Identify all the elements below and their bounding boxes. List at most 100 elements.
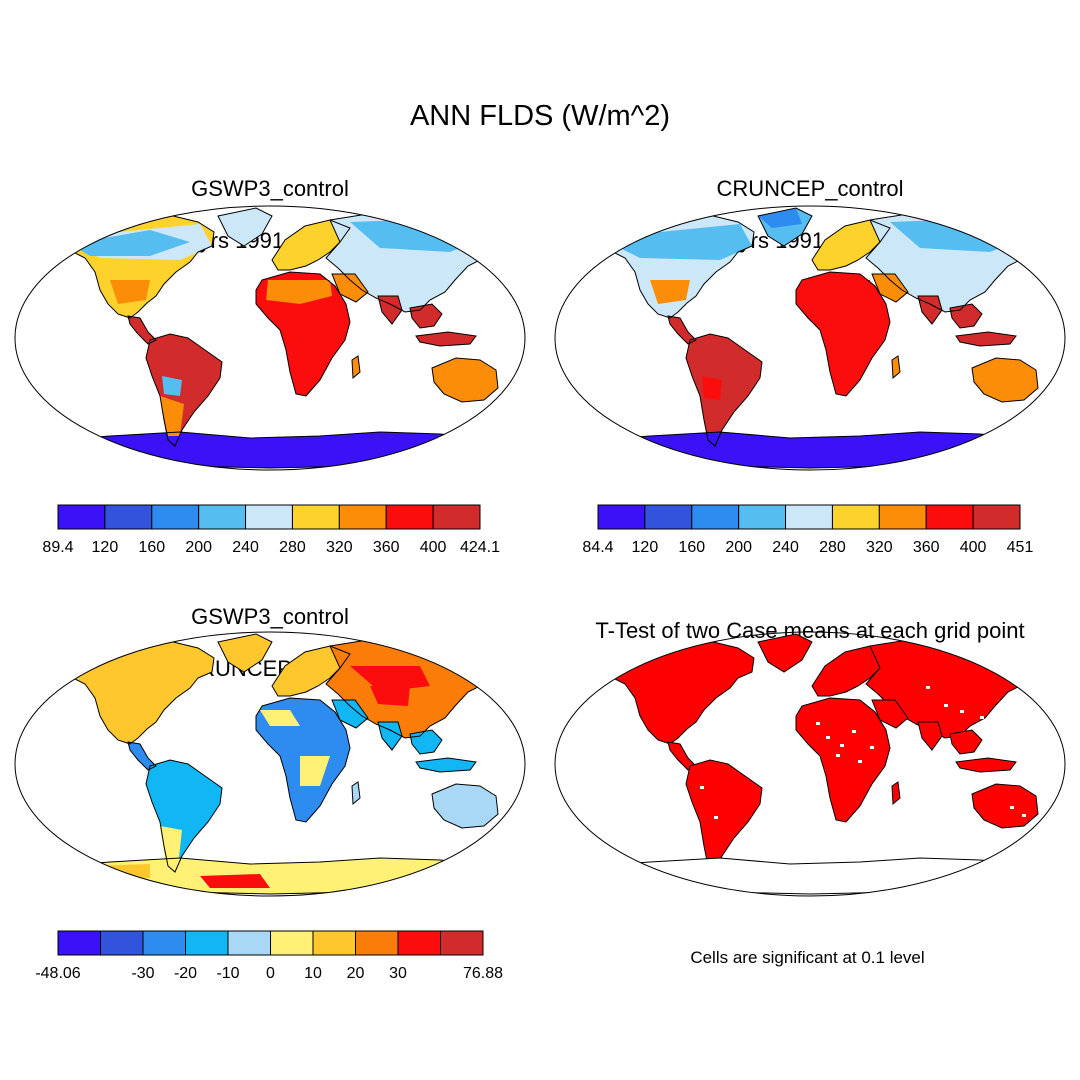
- coastline-africa: [255, 697, 351, 823]
- colorbar-swatch: [785, 504, 833, 530]
- colorbar-swatch: [925, 504, 974, 530]
- map-border: [14, 631, 526, 897]
- map-border: [554, 205, 1066, 471]
- coastline-seAsia: [409, 729, 443, 755]
- region-europe: [272, 646, 350, 696]
- region-newZealand: [504, 826, 514, 840]
- colorbar-label: 30: [389, 965, 407, 982]
- colorbar-diff: -48.06 -30 -20 -10 0 10 20 30 76.88: [35, 930, 503, 982]
- coastline-arabia: [331, 273, 369, 303]
- colorbar-swatch: [972, 504, 1021, 530]
- region-australia: [971, 783, 1039, 829]
- nonsig-cell: [944, 704, 948, 707]
- coastline-southAmerica: [145, 333, 223, 447]
- field-patch: [702, 376, 722, 400]
- colorbar-label: 424.1: [460, 539, 500, 556]
- colorbar-label: 400: [960, 539, 987, 556]
- region-europe: [812, 220, 890, 270]
- nonsig-cell: [790, 734, 794, 737]
- colorbar-swatch: [245, 504, 293, 530]
- nonsig-cell: [714, 816, 718, 819]
- region-antarctica: [596, 857, 1041, 895]
- colorbar-label: 320: [326, 539, 353, 556]
- colorbar-swatch: [57, 930, 101, 956]
- colorbar-label: 451: [1007, 539, 1034, 556]
- colorbar-swatch: [644, 504, 693, 530]
- colorbar-label: 160: [138, 539, 165, 556]
- region-africa: [256, 272, 350, 396]
- region-greenland: [218, 208, 272, 246]
- field-patch: [70, 230, 190, 256]
- panel-title-diff-line1: GSWP3_control: [191, 604, 349, 629]
- colorbar-label: 400: [420, 539, 447, 556]
- nonsig-cell: [870, 746, 874, 749]
- colorbar-label: -48.06: [35, 965, 80, 982]
- coastline-africa: [255, 271, 351, 397]
- colorbar-swatch: [227, 930, 271, 956]
- field-patch: [600, 224, 752, 260]
- coastline-centralAmerica: [127, 741, 157, 771]
- colorbar-label: -10: [216, 965, 239, 982]
- coastline-australia: [971, 357, 1039, 403]
- region-arabia: [872, 274, 908, 302]
- significance-note: Cells are significant at 0.1 level: [690, 948, 925, 967]
- colorbar-swatch: [312, 930, 356, 956]
- colorbar-label: 280: [279, 539, 306, 556]
- panel-title-gswp3-line1: GSWP3_control: [191, 176, 349, 201]
- field-patch: [370, 686, 410, 706]
- region-africa: [795, 697, 891, 823]
- colorbar-label: 84.4: [582, 539, 613, 556]
- map-cruncep: [554, 205, 1066, 471]
- field-patch: [350, 666, 430, 692]
- region-southAmerica: [685, 759, 763, 873]
- nonsig-cell: [960, 710, 964, 713]
- colorbar-label: 10: [304, 965, 322, 982]
- coastline-indonesia: [955, 331, 1017, 347]
- colorbar-swatch: [198, 504, 247, 530]
- colorbar-swatch: [397, 930, 441, 956]
- nonsig-cell: [700, 786, 704, 789]
- colorbar-gswp3: 89.4 120 160 200 240 280 320 360 400 424.1: [42, 504, 500, 556]
- region-arabia: [332, 700, 368, 728]
- region-europe: [272, 220, 350, 270]
- coastline-centralAmerica: [127, 315, 157, 345]
- region-indonesia: [956, 332, 1016, 346]
- field-patch: [160, 396, 184, 436]
- colorbar-label: 240: [772, 539, 799, 556]
- nonsig-cell: [852, 730, 856, 733]
- coastline-australia: [431, 357, 499, 403]
- field-patch: [300, 756, 330, 786]
- region-indonesia: [955, 757, 1017, 773]
- region-centralAmerica: [668, 316, 696, 344]
- coastline-madagascar: [351, 781, 361, 806]
- colorbar-swatch: [142, 930, 186, 956]
- region-india: [378, 296, 402, 324]
- region-newZealand: [1044, 400, 1054, 414]
- region-australia: [972, 358, 1038, 402]
- nonsig-cell: [1022, 814, 1026, 817]
- colorbar-label: 0: [266, 965, 275, 982]
- field-patch: [260, 710, 300, 726]
- region-madagascar: [891, 781, 901, 806]
- colorbar-swatch: [440, 930, 484, 956]
- colorbar-label: 89.4: [42, 539, 73, 556]
- colorbar-label: -20: [174, 965, 197, 982]
- colorbar-label: 76.88: [463, 965, 503, 982]
- coastline-seAsia: [409, 303, 443, 329]
- colorbar-swatch: [185, 930, 229, 956]
- coastline-africa: [795, 271, 891, 397]
- region-greenland: [218, 634, 272, 672]
- coastline-greenland: [757, 207, 813, 247]
- region-africa: [796, 272, 890, 396]
- nonsig-cell: [840, 744, 844, 747]
- region-indonesia: [416, 758, 476, 772]
- colorbar-swatch: [151, 504, 200, 530]
- coastline-seAsia: [949, 303, 983, 329]
- colorbar-label: 280: [819, 539, 846, 556]
- nonsig-cell: [858, 760, 862, 763]
- colorbar-swatch: [355, 930, 399, 956]
- colorbar-swatch: [291, 504, 340, 530]
- panel-title-ttest: T-Test of two Case means at each grid po…: [540, 592, 1080, 644]
- coastline-indonesia: [415, 757, 477, 773]
- colorbar-label: 360: [373, 539, 400, 556]
